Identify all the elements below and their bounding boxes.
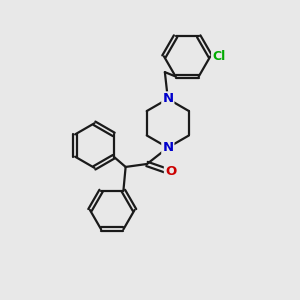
Text: Cl: Cl — [212, 50, 225, 63]
Text: N: N — [162, 141, 173, 154]
Text: N: N — [162, 92, 173, 105]
Text: O: O — [165, 165, 176, 178]
